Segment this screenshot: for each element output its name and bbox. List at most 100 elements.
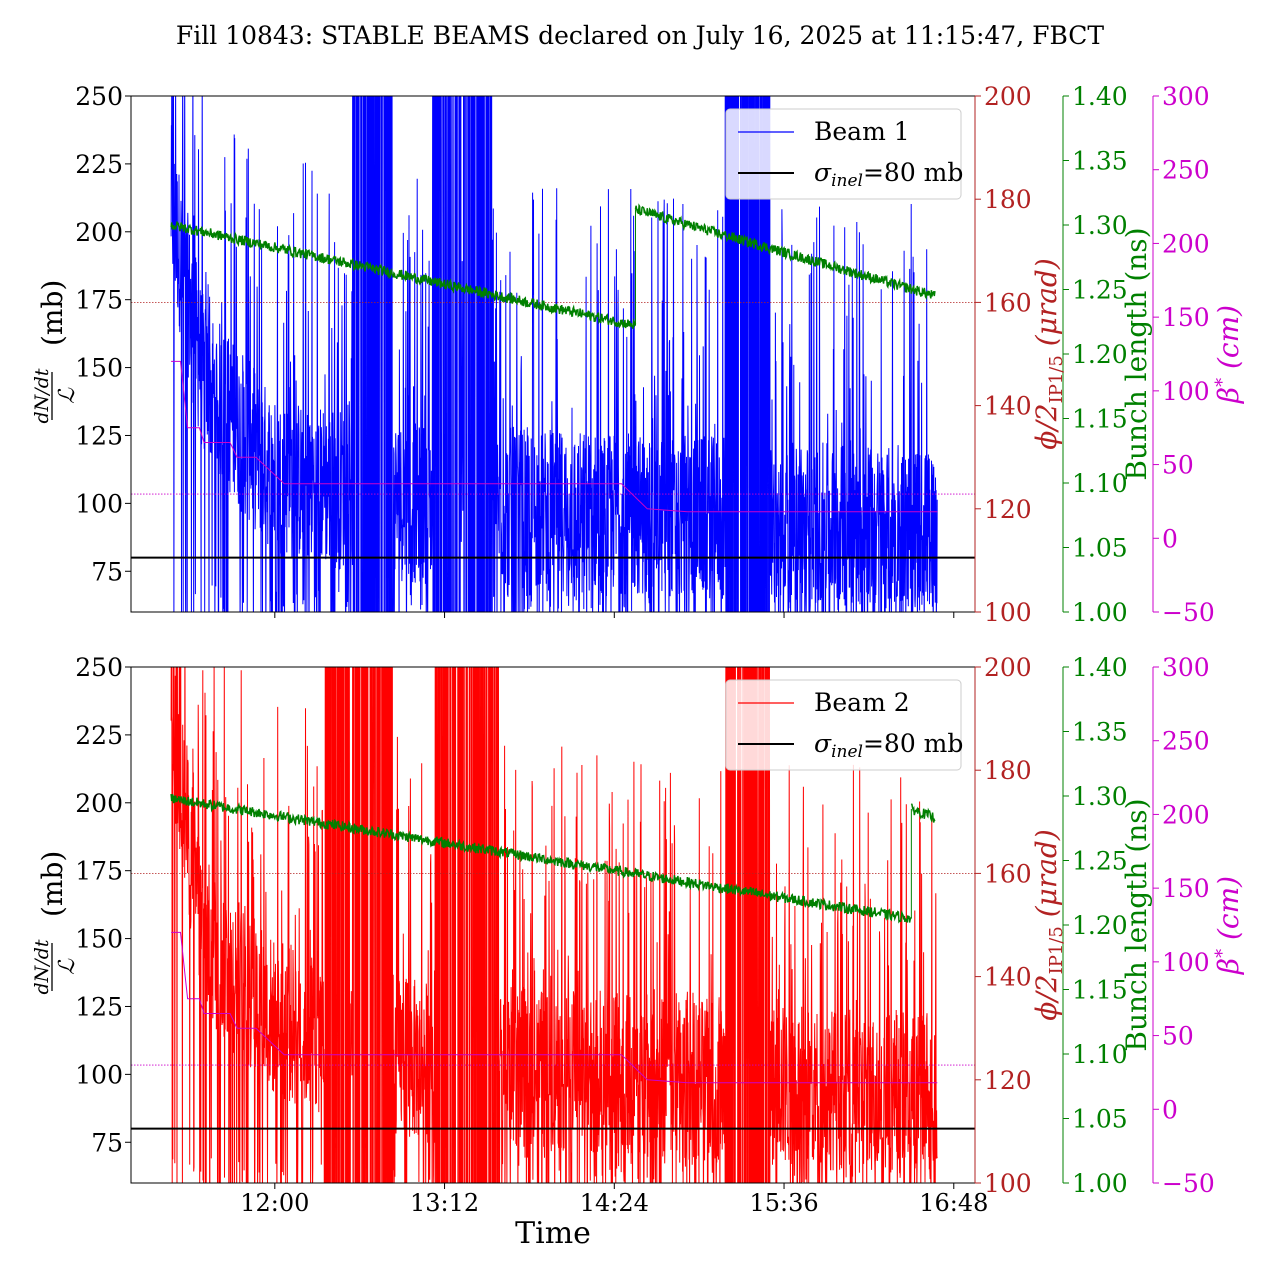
series-beam-1 <box>170 96 938 612</box>
left-axis-tick-label: 250 <box>75 653 123 682</box>
axis-tick-label: 150 <box>1162 303 1210 332</box>
phi-axis-label: ϕ/2IP1/5 (μrad) <box>1030 829 1067 1021</box>
axis-tick-label: 150 <box>1162 874 1210 903</box>
left-axis-label-unit: (mb) <box>36 851 69 917</box>
axis-tick-label: 1.05 <box>1072 534 1128 563</box>
series-bunch-length-seg0 <box>170 221 637 329</box>
legend-beam-label: Beam 1 <box>814 117 910 146</box>
legend: Beam 2 σinel=80 mb <box>725 679 963 771</box>
axis-bunch: 1.00 1.05 1.10 1.15 1.20 1.25 1.30 1.35 1.40 <box>1062 653 1128 1198</box>
series-bunch-length-seg0 <box>170 794 912 924</box>
axis-beta: −50 0 50 100 150 200 250 300 <box>1152 82 1215 627</box>
left-axis-tick-label: 225 <box>75 150 123 179</box>
left-axis-tick-label: 175 <box>75 857 123 886</box>
bunch-length-axis-label: Bunch length (ns) <box>1120 227 1153 480</box>
axis-tick-label: 100 <box>1162 948 1210 977</box>
left-axis-label: dN/dt ℒ (mb) <box>31 280 80 424</box>
axis-tick-label: 1.35 <box>1072 147 1128 176</box>
left-axis-tick-label: 75 <box>91 1128 123 1157</box>
left-axis-label-unit: (mb) <box>36 280 69 346</box>
axis-tick-label: 1.25 <box>1072 276 1128 305</box>
plot-area <box>131 667 975 1183</box>
left-axis-tick-label: 150 <box>75 354 123 383</box>
x-axis-tick-label: 16:48 <box>919 1189 988 1217</box>
panel-top: 75 100 125 150 175 200 225 250 100 120 140 160 180 20… <box>31 82 1245 627</box>
left-axis-label: dN/dt ℒ (mb) <box>31 851 80 995</box>
left-axis-tick-label: 225 <box>75 721 123 750</box>
figure-title: Fill 10843: STABLE BEAMS declared on Jul… <box>176 21 1105 50</box>
axis-tick-label: 200 <box>984 82 1032 111</box>
x-axis-label: Time <box>515 1216 591 1251</box>
x-axis-tick-label: 15:36 <box>749 1189 818 1217</box>
axis-tick-label: 1.20 <box>1072 340 1128 369</box>
axis-tick-label: 1.05 <box>1072 1105 1128 1134</box>
left-axis-tick-label: 175 <box>75 286 123 315</box>
left-axis-tick-label: 75 <box>91 557 123 586</box>
axis-tick-label: 1.40 <box>1072 82 1128 111</box>
axis-beta: −50 0 50 100 150 200 250 300 <box>1152 653 1215 1198</box>
phi-axis-label: ϕ/2IP1/5 (μrad) <box>1030 258 1067 450</box>
axis-tick-label: 1.10 <box>1072 1040 1128 1069</box>
panel-bottom: 75 100 125 150 175 200 225 250 12:00 13:12 14:24 15… <box>31 653 1245 1251</box>
axis-tick-label: 250 <box>1162 156 1210 185</box>
axis-phi: 100 120 140 160 180 200 <box>974 653 1032 1198</box>
axis-tick-label: 100 <box>984 1169 1032 1198</box>
axis-tick-label: −50 <box>1162 1169 1215 1198</box>
axis-tick-label: 1.00 <box>1072 1169 1128 1198</box>
axis-tick-label: 1.25 <box>1072 847 1128 876</box>
axis-tick-label: 1.10 <box>1072 469 1128 498</box>
axis-tick-label: 100 <box>1162 377 1210 406</box>
left-axis-label-denominator: ℒ <box>55 958 80 975</box>
left-axis-label-denominator: ℒ <box>55 387 80 404</box>
axis-tick-label: 200 <box>984 653 1032 682</box>
left-axis-tick-label: 100 <box>75 1060 123 1089</box>
axis-tick-label: 120 <box>984 495 1032 524</box>
series-beam-2 <box>170 667 938 1183</box>
axis-phi: 100 120 140 160 180 200 <box>974 82 1032 627</box>
series-bunch-length-seg1 <box>910 803 936 823</box>
bunch-length-axis-label: Bunch length (ns) <box>1120 798 1153 1051</box>
axis-tick-label: 200 <box>1162 800 1210 829</box>
axis-tick-label: 1.35 <box>1072 718 1128 747</box>
series- <box>171 931 938 1084</box>
legend-sigma-label: σinel=80 mb <box>814 158 963 191</box>
left-axis-tick-label: 125 <box>75 992 123 1021</box>
axis-bunch: 1.00 1.05 1.10 1.15 1.20 1.25 1.30 1.35 1.40 <box>1062 82 1128 627</box>
axis-tick-label: 1.15 <box>1072 405 1128 434</box>
x-axis-tick-label: 12:00 <box>240 1189 309 1217</box>
legend-beam-label: Beam 2 <box>814 688 910 717</box>
axis-tick-label: 1.00 <box>1072 598 1128 627</box>
axis-tick-label: 50 <box>1162 1022 1194 1051</box>
legend: Beam 1 σinel=80 mb <box>725 108 963 200</box>
left-axis-label-numerator: dN/dt <box>31 368 53 423</box>
axis-tick-label: 160 <box>984 288 1032 317</box>
legend-sigma-label: σinel=80 mb <box>814 729 963 762</box>
axis-tick-label: 160 <box>984 859 1032 888</box>
axis-tick-label: 300 <box>1162 82 1210 111</box>
axis-tick-label: 1.40 <box>1072 653 1128 682</box>
axis-tick-label: 180 <box>984 185 1032 214</box>
plot-area <box>131 96 975 612</box>
axis-tick-label: 1.30 <box>1072 782 1128 811</box>
x-axis-tick-label: 13:12 <box>410 1189 479 1217</box>
axis-tick-label: 250 <box>1162 727 1210 756</box>
axis-tick-label: 50 <box>1162 451 1194 480</box>
axis-tick-label: 120 <box>984 1066 1032 1095</box>
series-bunch-length-seg1 <box>634 203 936 301</box>
axis-tick-label: 1.20 <box>1072 911 1128 940</box>
left-axis-tick-label: 250 <box>75 82 123 111</box>
axis-tick-label: 180 <box>984 756 1032 785</box>
left-axis-tick-label: 150 <box>75 925 123 954</box>
axis-tick-label: 200 <box>1162 229 1210 258</box>
axis-tick-label: 300 <box>1162 653 1210 682</box>
axis-tick-label: 1.15 <box>1072 976 1128 1005</box>
axis-tick-label: −50 <box>1162 598 1215 627</box>
left-axis-tick-label: 200 <box>75 218 123 247</box>
left-axis-tick-label: 100 <box>75 489 123 518</box>
beta-star-axis-label: β* (cm) <box>1212 876 1245 975</box>
axis-tick-label: 140 <box>984 963 1032 992</box>
axis-tick-label: 0 <box>1162 1095 1178 1124</box>
left-axis-label-numerator: dN/dt <box>31 939 53 994</box>
axis-tick-label: 100 <box>984 598 1032 627</box>
